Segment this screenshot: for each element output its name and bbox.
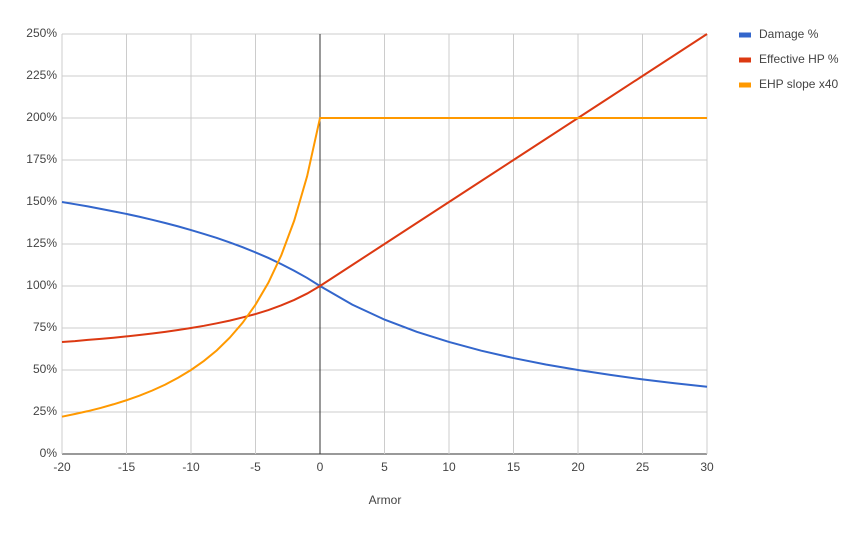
x-tick-label: 0 <box>317 460 324 474</box>
y-tick-label: 175% <box>26 152 57 166</box>
x-tick-label: 5 <box>381 460 388 474</box>
legend-label: Effective HP % <box>759 52 839 66</box>
legend-swatch <box>739 57 751 63</box>
y-tick-label: 125% <box>26 236 57 250</box>
x-tick-label: 15 <box>507 460 521 474</box>
legend-label: EHP slope x40 <box>759 77 838 91</box>
x-tick-label: -20 <box>53 460 71 474</box>
series-line <box>61 201 708 388</box>
x-tick-label: 30 <box>700 460 714 474</box>
x-axis-title: Armor <box>369 493 402 507</box>
y-tick-label: 200% <box>26 110 57 124</box>
y-tick-label: 0% <box>40 446 58 460</box>
x-tick-label: -15 <box>118 460 136 474</box>
y-tick-label: 50% <box>33 362 57 376</box>
y-tick-label: 25% <box>33 404 57 418</box>
y-tick-label: 250% <box>26 26 57 40</box>
y-tick-label: 75% <box>33 320 57 334</box>
legend-swatch <box>739 82 751 88</box>
y-tick-label: 100% <box>26 278 57 292</box>
y-tick-label: 225% <box>26 68 57 82</box>
x-tick-label: -5 <box>250 460 261 474</box>
x-tick-label: 20 <box>571 460 585 474</box>
legend-label: Damage % <box>759 27 819 41</box>
x-tick-label: 10 <box>442 460 456 474</box>
x-tick-label: 25 <box>636 460 650 474</box>
legend-swatch <box>739 32 751 38</box>
series-line <box>61 117 707 418</box>
y-tick-label: 150% <box>26 194 57 208</box>
x-tick-label: -10 <box>182 460 200 474</box>
series-line <box>61 33 708 343</box>
